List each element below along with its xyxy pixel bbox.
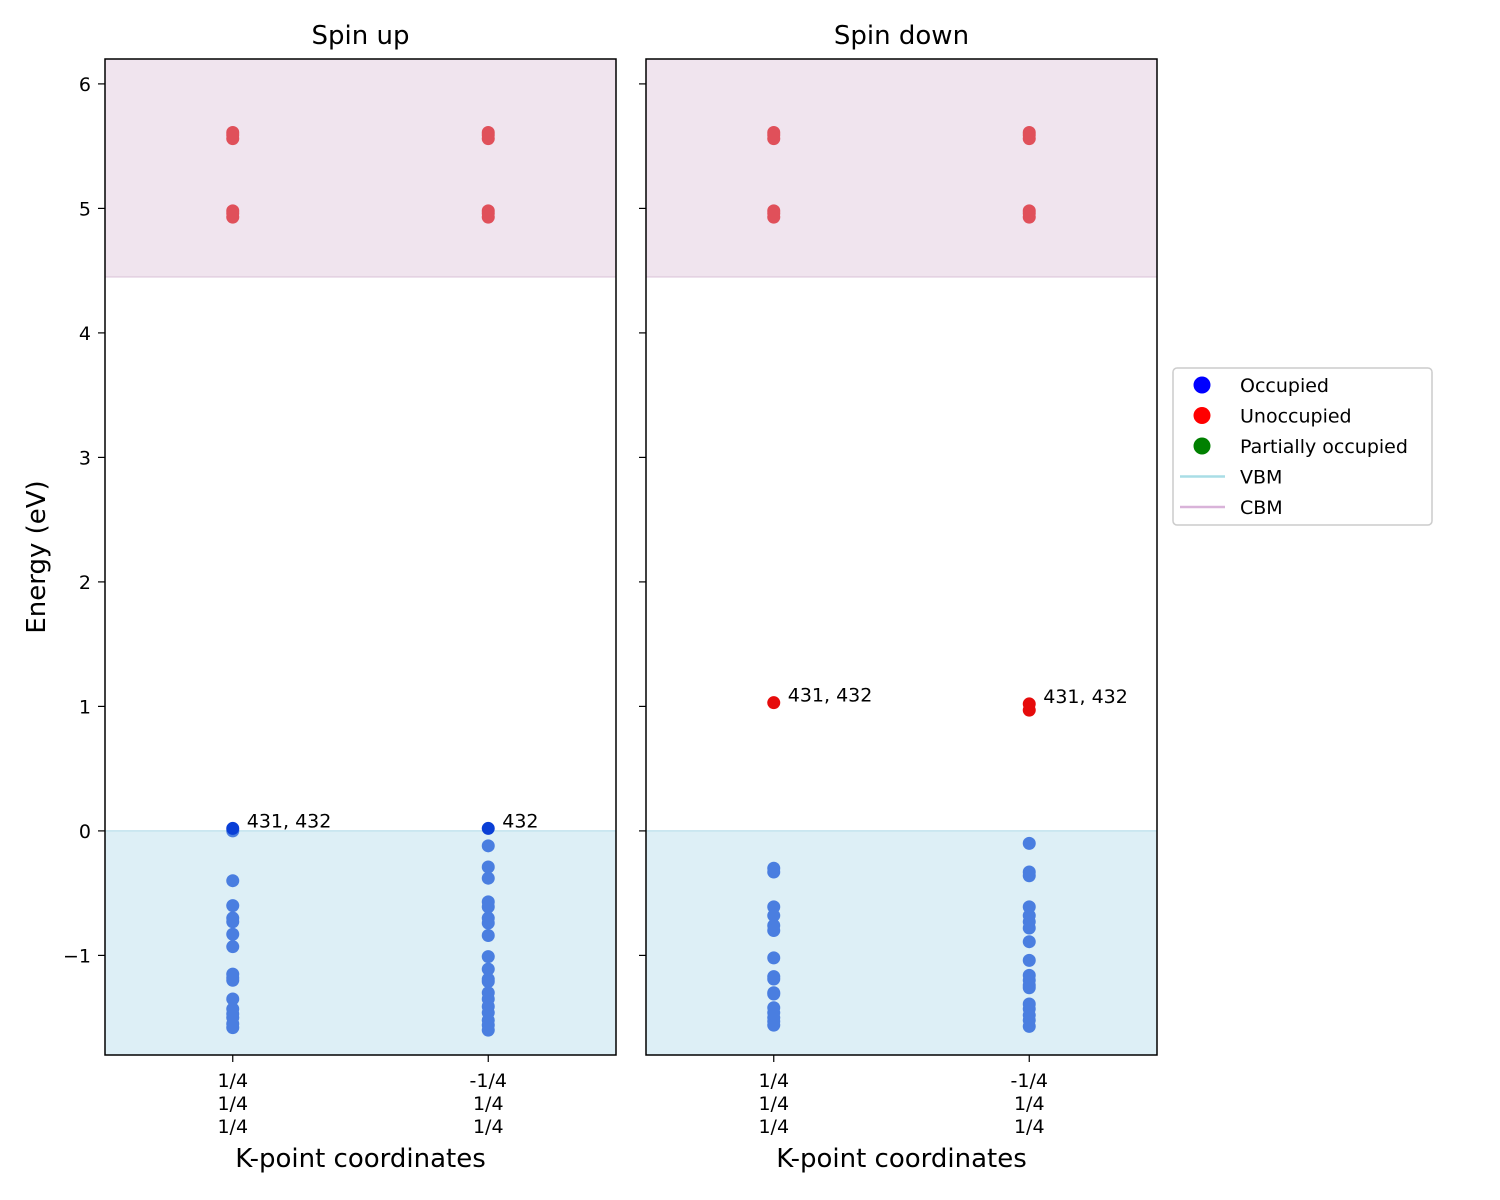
x-axis-label: K-point coordinates	[235, 1144, 486, 1174]
legend-marker	[1193, 437, 1211, 455]
occupied-point	[226, 940, 240, 954]
highlight-point	[481, 821, 495, 835]
unoccupied-point	[767, 125, 781, 139]
band-index-label: 431, 432	[1043, 686, 1128, 708]
y-tick-label: 2	[79, 572, 91, 594]
occupied-point	[767, 987, 781, 1001]
occupied-point	[1022, 836, 1036, 850]
y-tick-label: 1	[79, 696, 91, 718]
band-index-label: 431, 432	[247, 810, 332, 832]
x-tick-label: 1/4	[473, 1093, 504, 1115]
occupied-point	[767, 865, 781, 879]
unoccupied-point	[767, 204, 781, 218]
occupied-point	[226, 927, 240, 941]
occupied-point	[1022, 1019, 1036, 1033]
highlight-point	[767, 696, 781, 710]
x-tick-label: -1/4	[470, 1070, 507, 1092]
vbm-band	[646, 830, 1157, 1055]
legend-label: Unoccupied	[1240, 406, 1352, 428]
occupied-point	[481, 871, 495, 885]
occupied-point	[226, 874, 240, 888]
legend-label: CBM	[1240, 497, 1283, 519]
occupied-point	[226, 1021, 240, 1035]
occupied-point	[226, 973, 240, 987]
occupied-point	[767, 924, 781, 937]
x-tick-label: 1/4	[1014, 1093, 1045, 1115]
occupied-point	[1022, 953, 1036, 967]
legend-marker	[1193, 376, 1211, 394]
occupied-point	[481, 900, 495, 914]
legend-marker	[1193, 407, 1211, 424]
occupied-point	[481, 839, 495, 853]
legend-label: Partially occupied	[1240, 436, 1408, 458]
x-tick-label: 1/4	[758, 1070, 789, 1092]
unoccupied-point	[226, 204, 240, 218]
y-tick-label: 3	[79, 447, 91, 469]
x-tick-label: 1/4	[1014, 1116, 1045, 1138]
x-tick-label: 1/4	[473, 1116, 504, 1138]
unoccupied-point	[1022, 125, 1036, 139]
y-tick-label: 6	[79, 74, 91, 96]
x-tick-label: 1/4	[217, 1116, 248, 1138]
occupied-point	[481, 916, 495, 930]
vbm-band	[105, 830, 616, 1055]
occupied-point	[767, 909, 781, 923]
occupied-point	[226, 899, 240, 913]
occupied-point	[481, 928, 495, 942]
x-tick-label: 1/4	[217, 1070, 248, 1092]
occupied-point	[1022, 935, 1036, 949]
panel-frame	[645, 58, 1158, 1056]
occupied-point	[481, 962, 495, 976]
panel-frame	[104, 58, 617, 1056]
legend: Occupied Unoccupied Partially occupied VBM C…	[1172, 367, 1433, 526]
occupied-point	[1022, 869, 1036, 883]
occupied-point	[1022, 981, 1036, 995]
panel-title: Spin up	[312, 21, 410, 51]
legend-box	[1172, 367, 1433, 526]
x-tick-label: -1/4	[1011, 1070, 1048, 1092]
y-axis-label: Energy (eV)	[22, 480, 52, 633]
y-tick-label: 0	[79, 821, 91, 843]
unoccupied-point	[1022, 204, 1036, 218]
unoccupied-point	[226, 125, 240, 139]
occupied-point	[226, 915, 240, 929]
y-tick-label: 5	[79, 198, 91, 220]
unoccupied-point	[481, 204, 495, 218]
occupied-point	[481, 1023, 495, 1037]
highlight-point	[1022, 703, 1036, 717]
occupied-point	[481, 975, 495, 989]
occupied-point	[1022, 921, 1036, 935]
y-tick-label: −1	[63, 945, 91, 967]
x-tick-label: 1/4	[758, 1093, 789, 1115]
occupied-point	[481, 860, 495, 874]
occupied-point	[767, 951, 781, 965]
occupied-point	[226, 992, 240, 1006]
cbm-band	[105, 59, 616, 277]
band-index-label: 432	[502, 810, 538, 832]
x-tick-label: 1/4	[217, 1093, 248, 1115]
legend-label: VBM	[1240, 467, 1282, 489]
panel-title: Spin down	[834, 21, 969, 51]
y-tick-label: 4	[79, 323, 91, 345]
occupied-point	[767, 1018, 781, 1032]
band-index-label: 431, 432	[788, 685, 873, 707]
unoccupied-point	[481, 125, 495, 139]
occupied-point	[481, 950, 495, 964]
occupied-point	[767, 972, 781, 986]
x-tick-label: 1/4	[758, 1116, 789, 1138]
cbm-band	[646, 59, 1157, 277]
highlight-point	[226, 821, 240, 835]
x-axis-label: K-point coordinates	[776, 1144, 1027, 1174]
legend-label: Occupied	[1240, 375, 1329, 397]
